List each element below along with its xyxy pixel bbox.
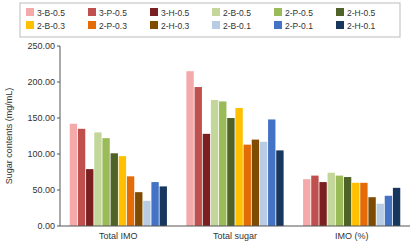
bar (186, 71, 193, 226)
bar (86, 169, 93, 226)
legend-label: 2-B-0.5 (223, 8, 251, 18)
bar (143, 201, 150, 226)
legend-swatch (26, 8, 34, 16)
y-tick (57, 118, 60, 119)
x-tick-label: Total sugar (213, 231, 257, 241)
bar (78, 129, 85, 226)
legend-label: 2-P-0.1 (285, 21, 313, 31)
bar (352, 183, 359, 226)
bar (385, 196, 392, 226)
bar (311, 176, 318, 226)
legend-swatch (212, 21, 220, 29)
bar (227, 118, 234, 226)
bar (151, 182, 158, 226)
legend-label: 3-B-0.5 (37, 8, 65, 18)
y-tick (57, 82, 60, 83)
legend-swatch (88, 21, 96, 29)
bar (319, 182, 326, 226)
bar (260, 142, 267, 226)
legend-swatch (336, 8, 344, 16)
bar (244, 145, 251, 226)
bar (94, 132, 101, 226)
bar (235, 108, 242, 226)
bar (368, 197, 375, 226)
chart: 0.00 50.00 100.00 150.00 200.00 250.00 Total I… (0, 0, 420, 248)
bar (268, 119, 275, 226)
bar (344, 177, 351, 226)
y-tick-label: 100.00 (27, 149, 55, 159)
y-tick (57, 154, 60, 155)
y-tick (57, 46, 60, 47)
y-tick (57, 190, 60, 191)
legend-label: 3-H-0.5 (161, 8, 190, 18)
bar (70, 124, 77, 226)
bar (252, 140, 259, 226)
bar (276, 150, 283, 226)
bar (160, 186, 167, 226)
legend-swatch (26, 21, 34, 29)
legend: 3-B-0.5 3-P-0.5 3-H-0.5 2-B-0.5 2-P-0.5 2-H-0… (20, 3, 400, 37)
legend-label: 2-H-0.5 (347, 8, 376, 18)
legend-swatch (212, 8, 220, 16)
y-tick-label: 250.00 (27, 41, 55, 51)
y-tick-label: 50.00 (32, 185, 55, 195)
legend-label: 2-B-0.3 (37, 21, 65, 31)
legend-swatch (274, 21, 282, 29)
bar (195, 87, 202, 226)
bar (393, 188, 400, 226)
y-tick-label: 0.00 (37, 221, 55, 231)
y-tick-label: 200.00 (27, 77, 55, 87)
y-tick-label: 150.00 (27, 113, 55, 123)
legend-swatch (150, 8, 158, 16)
legend-label: 2-B-0.1 (223, 21, 251, 31)
y-axis (60, 46, 61, 226)
legend-label: 2-H-0.1 (347, 21, 376, 31)
bar (328, 173, 335, 226)
legend-frame (20, 3, 400, 37)
bar (111, 153, 118, 226)
bars (70, 71, 401, 226)
bar (127, 176, 134, 226)
legend-label: 2-H-0.3 (161, 21, 190, 31)
bar (377, 204, 384, 226)
bar (203, 134, 210, 226)
legend-label: 3-P-0.5 (99, 8, 127, 18)
legend-label: 2-P-0.5 (285, 8, 313, 18)
bar (135, 192, 142, 226)
legend-label: 2-P-0.3 (99, 21, 127, 31)
bar (211, 100, 218, 226)
x-tick-label: Total IMO (99, 231, 138, 241)
legend-swatch (274, 8, 282, 16)
bar (219, 101, 226, 226)
legend-swatch (336, 21, 344, 29)
y-tick (57, 226, 60, 227)
bar (102, 138, 109, 226)
y-axis-label: Sugar contents (mg/mL) (4, 88, 14, 185)
legend-swatch (88, 8, 96, 16)
bar (303, 179, 310, 226)
bar (119, 156, 126, 226)
x-axis (60, 226, 410, 227)
x-tick-label: IMO (%) (335, 231, 369, 241)
bar (336, 176, 343, 226)
bar (360, 183, 367, 226)
legend-swatch (150, 21, 158, 29)
